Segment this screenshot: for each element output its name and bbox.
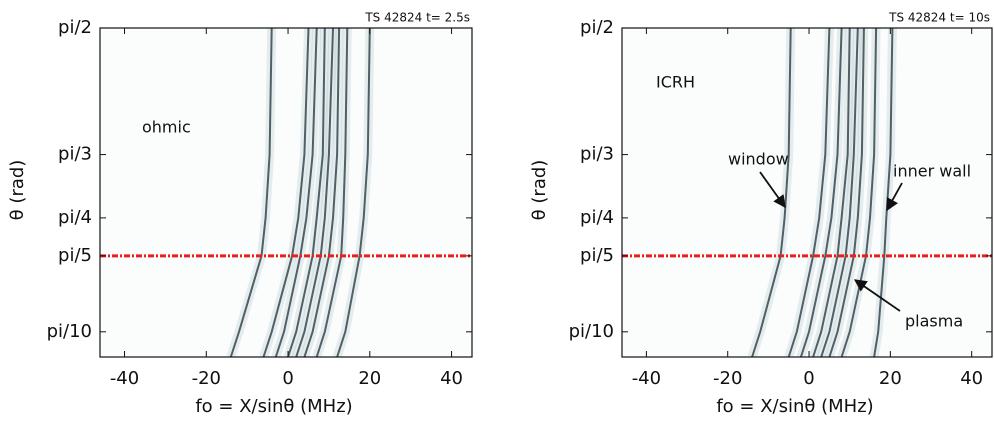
x-tick-label: -20 xyxy=(713,368,742,389)
trace xyxy=(295,28,334,357)
trace xyxy=(303,28,341,357)
header: TS 42824 t= 10s xyxy=(888,11,990,25)
trace xyxy=(799,28,843,357)
y-tick-label: pi/5 xyxy=(580,245,614,266)
plot-frame xyxy=(99,27,473,358)
annotation-arrow xyxy=(759,171,786,209)
trace xyxy=(229,28,273,357)
trace xyxy=(787,28,831,357)
x-tick-label: 40 xyxy=(440,368,463,389)
trace xyxy=(820,28,859,357)
trace xyxy=(873,28,894,357)
x-tick-label: -40 xyxy=(632,368,661,389)
x-axis-label: fo = X/sinθ (MHz) xyxy=(716,396,873,417)
header: TS 42824 t= 2.5s xyxy=(364,11,470,25)
y-tick-label: pi/4 xyxy=(580,207,614,228)
annotation: inner wall xyxy=(893,162,971,181)
y-tick-label: pi/10 xyxy=(47,321,92,342)
x-axis-label: fo = X/sinθ (MHz) xyxy=(195,396,352,417)
trace xyxy=(336,28,371,357)
annotation-arrow xyxy=(853,279,901,312)
y-axis-label: θ (rad) xyxy=(529,160,550,221)
x-tick-label: 40 xyxy=(960,368,983,389)
trace xyxy=(812,28,851,357)
trace xyxy=(828,28,865,357)
x-tick-label: -40 xyxy=(110,368,139,389)
plot-area xyxy=(100,28,472,357)
annotation: ohmic xyxy=(142,118,191,137)
x-tick-label: 20 xyxy=(879,368,902,389)
trace xyxy=(262,28,310,357)
y-tick-label: pi/2 xyxy=(580,17,614,38)
y-tick-label: pi/5 xyxy=(58,245,92,266)
annotation: plasma xyxy=(905,312,963,331)
y-axis-label: θ (rad) xyxy=(7,160,28,221)
x-tick-label: 20 xyxy=(358,368,381,389)
trace xyxy=(840,28,878,357)
trace xyxy=(287,28,326,357)
annotation: ICRH xyxy=(656,73,695,92)
plot-area xyxy=(622,28,992,357)
y-tick-label: pi/4 xyxy=(58,207,92,228)
plot-frame xyxy=(621,27,993,358)
y-tick-label: pi/2 xyxy=(58,17,92,38)
y-tick-label: pi/3 xyxy=(58,144,92,165)
x-tick-label: 0 xyxy=(282,368,293,389)
annotation-arrow xyxy=(886,182,903,212)
y-tick-label: pi/3 xyxy=(580,144,614,165)
y-tick-label: pi/10 xyxy=(569,321,614,342)
trace xyxy=(274,28,318,357)
trace xyxy=(315,28,349,357)
annotation: window xyxy=(728,150,789,169)
x-tick-label: 0 xyxy=(803,368,814,389)
trace xyxy=(751,28,792,357)
x-tick-label: -20 xyxy=(192,368,221,389)
